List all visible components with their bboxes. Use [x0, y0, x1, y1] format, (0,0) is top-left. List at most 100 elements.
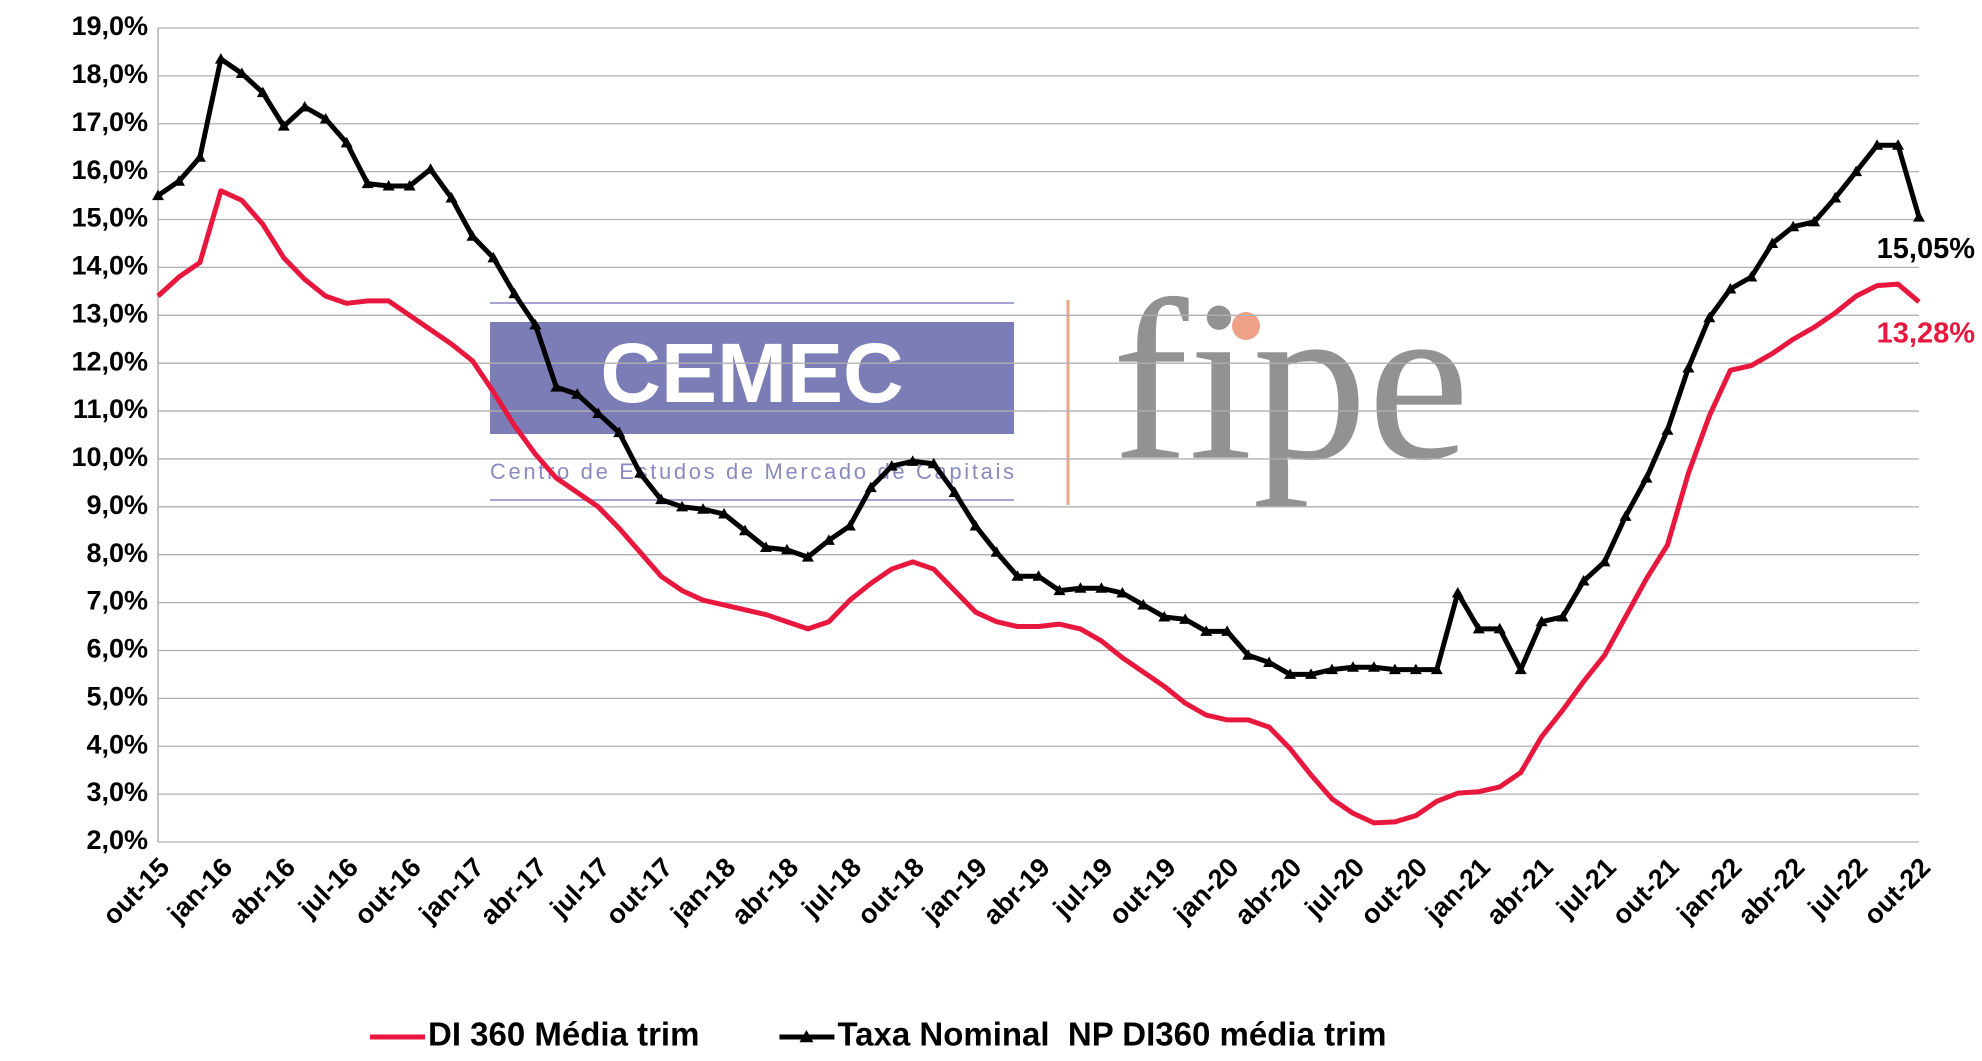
marker	[1074, 582, 1087, 593]
logo-text: CEMEC	[600, 326, 903, 420]
x-tick-label: abr-19	[977, 852, 1056, 931]
marker	[1263, 656, 1276, 667]
marker	[948, 486, 961, 497]
marker	[1640, 472, 1653, 483]
y-tick-label: 9,0%	[86, 490, 148, 520]
y-tick-label: 14,0%	[71, 251, 148, 281]
x-tick-label: jan-22	[1670, 852, 1747, 929]
y-tick-label: 7,0%	[86, 586, 148, 616]
x-tick-label: out-22	[1858, 852, 1936, 930]
y-tick-label: 2,0%	[86, 825, 148, 855]
legend-marker	[799, 1030, 814, 1043]
marker	[822, 534, 835, 545]
y-tick-label: 13,0%	[71, 298, 148, 328]
y-tick-label: 11,0%	[73, 394, 148, 424]
y-tick-label: 15,0%	[71, 203, 148, 233]
marker	[1556, 610, 1569, 622]
marker	[1451, 587, 1464, 598]
y-tick-label: 17,0%	[71, 107, 148, 137]
series-line	[156, 188, 1921, 826]
marker	[990, 546, 1003, 557]
marker	[1913, 211, 1925, 222]
marker	[1514, 663, 1527, 675]
marker	[1703, 311, 1716, 323]
marker	[571, 388, 584, 399]
marker	[1535, 615, 1548, 627]
marker	[927, 457, 940, 469]
series-line	[156, 56, 1922, 677]
y-tick-label: 16,0%	[71, 155, 148, 185]
marker	[1326, 663, 1338, 675]
marker	[1053, 584, 1066, 596]
marker	[1158, 610, 1171, 622]
marker	[1472, 622, 1485, 634]
y-tick-label: 8,0%	[86, 538, 148, 568]
marker	[340, 136, 353, 148]
marker	[634, 467, 647, 478]
marker	[906, 455, 919, 466]
x-tick-label: jan-20	[1167, 852, 1244, 929]
marker	[1011, 570, 1024, 581]
x-tick-label: abr-18	[726, 852, 805, 931]
x-tick-label: jan-18	[664, 852, 741, 929]
x-tick-label: jan-17	[413, 852, 490, 929]
watermark: CEMEC Centro de Estudos de Mercado de Ca…	[490, 253, 1470, 508]
marker	[319, 112, 332, 124]
marker	[718, 508, 731, 519]
marker	[1200, 625, 1213, 636]
marker	[1493, 622, 1506, 634]
x-tick-label: jan-19	[916, 852, 993, 929]
marker	[424, 163, 437, 174]
brand-dot	[1232, 312, 1260, 340]
marker	[550, 381, 563, 392]
marker	[843, 519, 856, 531]
x-tick-label: abr-20	[1229, 852, 1308, 931]
marker	[529, 318, 542, 330]
x-tick-label: out-20	[1355, 852, 1433, 930]
x-tick-label: abr-22	[1732, 852, 1811, 931]
marker	[1829, 191, 1842, 203]
data-label: 13,28%	[1877, 318, 1976, 350]
marker	[466, 230, 479, 241]
marker	[361, 177, 374, 189]
marker	[1598, 555, 1611, 567]
marker	[1137, 598, 1150, 610]
x-tick-label: out-18	[852, 852, 930, 930]
marker	[403, 180, 416, 191]
marker	[1766, 237, 1779, 248]
y-tick-label: 19,0%	[71, 11, 148, 41]
y-tick-label: 3,0%	[86, 777, 148, 807]
marker	[1116, 587, 1129, 598]
marker	[508, 287, 521, 299]
x-tick-label: out-15	[97, 852, 175, 930]
marker	[1619, 510, 1632, 521]
y-tick-label: 18,0%	[71, 59, 148, 89]
marker	[1850, 165, 1863, 177]
marker	[1179, 613, 1192, 624]
marker	[1745, 270, 1758, 282]
logo-box	[490, 322, 1014, 434]
marker	[1346, 661, 1359, 672]
marker	[1367, 661, 1380, 672]
marker	[1787, 220, 1800, 232]
marker	[1808, 215, 1821, 227]
marker	[1242, 649, 1255, 660]
marker	[152, 189, 164, 201]
marker	[193, 151, 206, 162]
marker	[214, 53, 227, 64]
x-tick-label: out-19	[1103, 852, 1181, 930]
marker	[1892, 139, 1905, 150]
marker	[298, 101, 311, 112]
marker	[277, 120, 290, 131]
marker	[969, 519, 982, 531]
x-tick-label: out-21	[1606, 852, 1684, 930]
marker	[172, 175, 185, 186]
y-tick-label: 4,0%	[86, 729, 148, 759]
marker	[655, 493, 668, 505]
x-tick-label: out-17	[600, 852, 678, 930]
marker	[256, 86, 269, 98]
x-tick-label: abr-21	[1480, 852, 1559, 931]
marker	[864, 481, 877, 493]
marker	[1032, 570, 1045, 581]
